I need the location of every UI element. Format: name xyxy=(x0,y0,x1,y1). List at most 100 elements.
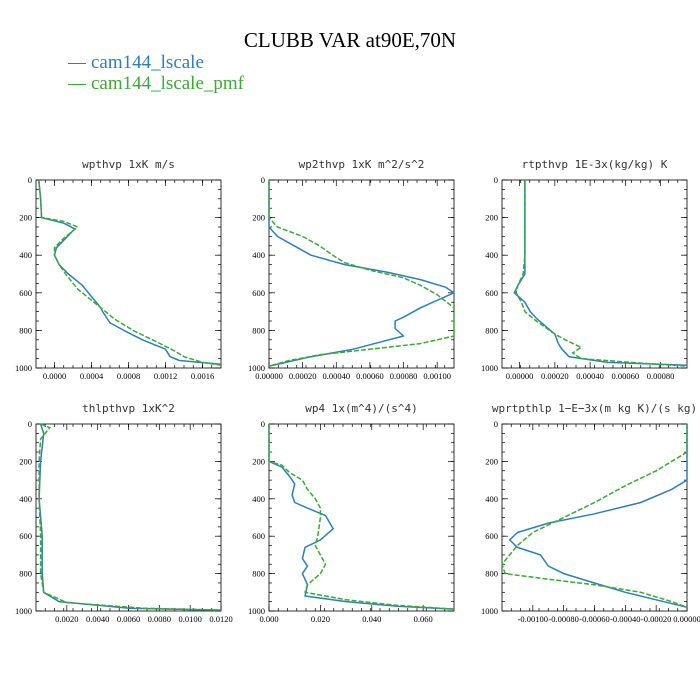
x-tick-label: 0.0020 xyxy=(55,614,78,624)
y-tick-label: 400 xyxy=(252,494,265,504)
panel-1: wpthvp 1xK m/s 0.0000 0.0004 0.0008 0.0012 0.… xyxy=(15,158,222,381)
x-tick-label: -0.00080 xyxy=(548,614,578,624)
x-tick-label: 0.00000 xyxy=(255,371,283,381)
x-tick-label: 0.0080 xyxy=(148,614,171,624)
y-tick-label: 0 xyxy=(28,175,32,185)
x-tick-label: 0.00040 xyxy=(576,371,604,381)
x-tick-label: 0.00040 xyxy=(322,371,350,381)
series-line-lscale xyxy=(38,179,222,365)
y-tick-label: 600 xyxy=(485,288,498,298)
legend-item-lscale: cam144_lscale xyxy=(68,52,204,74)
x-tick-label: 0.040 xyxy=(362,614,381,624)
panel-6: wprtpthlp 1−E−3x(m kg K)/(s kg)-0.00100-… xyxy=(481,402,700,624)
series-line-lscale xyxy=(268,424,455,610)
x-tick-label: 0.0016 xyxy=(191,371,214,381)
panel-5: wp4 1x(m^4)/(s^4) 0.000 0.020 0.040 0.060 0 20… xyxy=(248,402,455,624)
x-tick-label: 0.00000 xyxy=(506,371,534,381)
x-tick-label: 0.0120 xyxy=(209,614,232,624)
x-tick-label: 0.0008 xyxy=(117,371,140,381)
x-tick-label: -0.00060 xyxy=(579,614,609,624)
y-tick-label: 0 xyxy=(28,419,32,429)
legend-line-lscale-pmf xyxy=(68,83,86,86)
series-line-lscale xyxy=(268,180,455,367)
series-line-lscale-pmf xyxy=(515,180,688,367)
x-tick-label: 0.0000 xyxy=(43,371,66,381)
panel-2: wp2thvp 1xK m^2/s^2 0.00000 0.00020 0.00040… xyxy=(248,158,455,381)
series-line-lscale-pmf xyxy=(268,424,455,610)
plot-frame xyxy=(268,423,455,612)
x-tick-label: -0.00100 xyxy=(518,614,548,624)
y-tick-label: 800 xyxy=(485,569,498,579)
panel-title: thlpthvp 1xK^2 xyxy=(82,402,175,415)
y-tick-label: 600 xyxy=(19,288,32,298)
x-tick-label: 0.0040 xyxy=(86,614,109,624)
y-tick-label: 0 xyxy=(261,419,265,429)
y-tick-label: 400 xyxy=(252,250,265,260)
panel-4: thlpthvp 1xK^2 0.0020 0.0040 0.0060 0.0080 0.… xyxy=(15,402,233,624)
panel-title: wp2thvp 1xK m^2/s^2 xyxy=(299,158,425,171)
y-tick-label: 600 xyxy=(485,531,498,541)
y-tick-label: 1000 xyxy=(481,606,498,616)
series-line-lscale-pmf xyxy=(501,424,688,609)
y-tick-label: 400 xyxy=(19,494,32,504)
series-line-lscale xyxy=(508,424,688,609)
y-tick-label: 0 xyxy=(494,175,498,185)
panel-title: wpthvp 1xK m/s xyxy=(82,158,175,171)
y-tick-label: 800 xyxy=(252,569,265,579)
panel-title: wprtpthlp 1−E−3x(m kg K)/(s kg) xyxy=(492,402,697,415)
series-line-lscale xyxy=(513,180,688,366)
y-tick-label: 200 xyxy=(252,456,265,466)
y-tick-label: 800 xyxy=(19,569,32,579)
series-line-lscale-pmf xyxy=(38,423,222,611)
y-tick-label: 0 xyxy=(494,419,498,429)
panel-title: rtpthvp 1E-3x(kg/kg) K xyxy=(522,158,668,171)
x-tick-label: 0.00060 xyxy=(356,371,384,381)
x-tick-label: 0.00080 xyxy=(647,371,675,381)
panel-3: rtpthvp 1E-3x(kg/kg) K 0.00000 0.00020 0.00… xyxy=(481,158,688,381)
plot-frame xyxy=(35,179,222,369)
y-tick-label: 400 xyxy=(485,494,498,504)
y-tick-label: 800 xyxy=(485,325,498,335)
y-tick-label: 200 xyxy=(485,213,498,223)
x-tick-label: 0.0060 xyxy=(117,614,140,624)
y-tick-label: 1000 xyxy=(15,363,32,373)
y-tick-label: 600 xyxy=(19,531,32,541)
x-tick-label: 0.020 xyxy=(311,614,330,624)
y-tick-label: 800 xyxy=(19,325,32,335)
panel-title: wp4 1x(m^4)/(s^4) xyxy=(305,402,418,415)
legend-item-lscale-pmf: cam144_lscale_pmf xyxy=(68,73,244,95)
y-tick-label: 800 xyxy=(252,325,265,335)
x-tick-label: 0.00060 xyxy=(612,371,640,381)
figure-title: CLUBB VAR at90E,70N xyxy=(243,28,457,52)
legend-label-lscale-pmf: cam144_lscale_pmf xyxy=(91,73,245,94)
y-tick-label: 200 xyxy=(19,456,32,466)
x-tick-label: 0.000 xyxy=(259,614,278,624)
y-tick-label: 0 xyxy=(261,175,265,185)
series-line-lscale-pmf xyxy=(268,180,455,367)
x-tick-label: 0.00020 xyxy=(289,371,317,381)
series-line-lscale xyxy=(38,423,222,611)
legend-label-lscale: cam144_lscale xyxy=(91,52,204,73)
x-tick-label: 0.00080 xyxy=(390,371,418,381)
legend-line-lscale xyxy=(68,62,86,65)
x-tick-label: 0.0012 xyxy=(154,371,177,381)
x-tick-label: 0.00100 xyxy=(423,371,451,381)
y-tick-label: 400 xyxy=(485,250,498,260)
x-tick-label: 0.0100 xyxy=(178,614,201,624)
x-tick-label: 0.00000 xyxy=(673,614,700,624)
x-tick-label: 0.00020 xyxy=(541,371,569,381)
x-tick-label: -0.00020 xyxy=(641,614,671,624)
plot-frame xyxy=(268,179,455,369)
x-tick-label: 0.0004 xyxy=(80,371,104,381)
y-tick-label: 600 xyxy=(252,531,265,541)
y-tick-label: 200 xyxy=(485,456,498,466)
x-tick-label: -0.00040 xyxy=(610,614,640,624)
plot-frame xyxy=(501,179,688,369)
series-line-lscale-pmf xyxy=(38,179,222,366)
y-tick-label: 1000 xyxy=(481,363,498,373)
y-tick-label: 600 xyxy=(252,288,265,298)
y-tick-label: 1000 xyxy=(248,363,265,373)
x-tick-label: 0.060 xyxy=(414,614,433,624)
y-tick-label: 200 xyxy=(19,213,32,223)
